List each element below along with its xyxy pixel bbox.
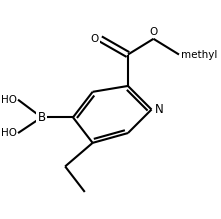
Text: methyl: methyl bbox=[181, 49, 217, 60]
Text: HO: HO bbox=[1, 128, 17, 138]
Text: O: O bbox=[90, 34, 99, 44]
Text: B: B bbox=[38, 111, 46, 124]
Text: HO: HO bbox=[1, 95, 17, 105]
Text: O: O bbox=[149, 27, 158, 37]
Text: N: N bbox=[154, 103, 163, 116]
